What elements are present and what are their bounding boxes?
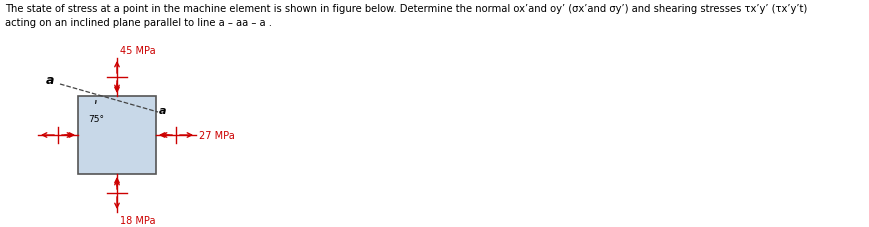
- Text: 18 MPa: 18 MPa: [120, 215, 156, 225]
- Text: a: a: [159, 106, 167, 116]
- Bar: [78, 96, 156, 174]
- Text: The state of stress at a point in the machine element is shown in figure below. : The state of stress at a point in the ma…: [5, 4, 807, 14]
- Text: 45 MPa: 45 MPa: [120, 46, 156, 56]
- Text: 27 MPa: 27 MPa: [199, 131, 235, 140]
- Text: acting on an inclined plane parallel to line a – aa – a .: acting on an inclined plane parallel to …: [5, 18, 272, 28]
- Text: 75°: 75°: [88, 114, 104, 123]
- Text: a: a: [46, 74, 55, 87]
